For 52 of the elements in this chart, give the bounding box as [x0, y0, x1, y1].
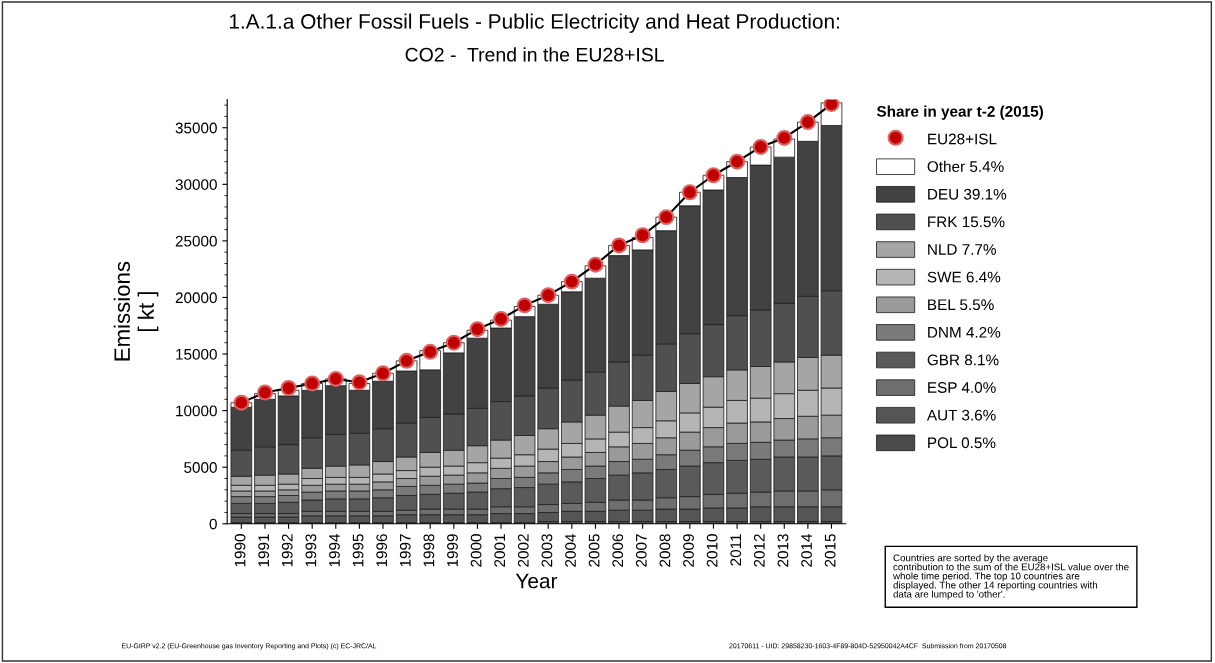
legend-label: NLD 7.7% — [928, 244, 996, 255]
x-axis-title: Year — [515, 573, 558, 589]
x-tick-label: 2013 — [777, 534, 789, 567]
legend-label: EU28+ISL — [928, 133, 997, 145]
y-tick-label: 10000 — [176, 405, 217, 417]
y-tick-label: 15000 — [176, 348, 217, 360]
x-tick-label: 2011 — [730, 534, 742, 566]
legend-label: SWE 6.4% — [927, 271, 1001, 283]
legend-label: ESP 4.0% — [928, 382, 996, 393]
x-tick-label: 2009 — [683, 534, 694, 567]
x-tick-label: 2004 — [565, 533, 576, 567]
legend-label: POL 0.5% — [928, 437, 996, 449]
y-tick-label: 20000 — [175, 292, 217, 304]
x-tick-label: 1994 — [329, 533, 340, 567]
y-tick-label: 5000 — [184, 462, 217, 473]
x-tick-label: 2006 — [612, 534, 624, 567]
x-tick-label: 2000 — [470, 534, 482, 567]
x-tick-label: 2008 — [659, 534, 671, 567]
x-tick-label: 1990 — [234, 534, 246, 567]
x-tick-label: 2005 — [588, 534, 600, 567]
legend-label: BEL 5.5% — [928, 299, 994, 311]
legend-label: DNM 4.2% — [928, 326, 1001, 338]
x-tick-label: 1997 — [399, 534, 411, 567]
x-tick-label: 2014 — [801, 533, 812, 567]
x-tick-label: 2012 — [753, 534, 765, 567]
y-tick-label: 0 — [209, 518, 217, 530]
x-tick-label: 2010 — [706, 534, 718, 567]
x-tick-label: 1995 — [352, 534, 364, 567]
x-tick-label: 2015 — [824, 534, 836, 567]
chart-subtitle: CO2 - Trend in the EU28+ISL — [405, 47, 664, 62]
x-tick-label: 1993 — [305, 534, 317, 567]
text: Countries are sorted by the average contribution to the sum of the EU28+ISL value over the whole time period. The top 10 countries are displayed. The other 14 reporting countries with data are lumped to 'other'. — [893, 554, 1129, 600]
x-tick-label: 2003 — [541, 534, 553, 567]
legend-label: DEU 39.1% — [928, 188, 1007, 200]
x-tick-label: 1998 — [423, 534, 435, 567]
x-tick-label: 1999 — [447, 534, 458, 567]
legend-label: FRK 15.5% — [928, 216, 1005, 228]
legend-label: Other 5.4% — [927, 160, 1004, 173]
y-axis-title: Emissions [ kt ] — [113, 261, 159, 361]
x-tick-label: 1996 — [376, 534, 388, 567]
y-tick-label: 25000 — [175, 235, 217, 247]
legend-title: Share in year t-2 (2015) — [876, 105, 1044, 120]
x-tick-label: 2002 — [517, 534, 529, 567]
legend-label: GBR 8.1% — [927, 354, 999, 366]
x-tick-label: 2007 — [635, 534, 647, 567]
x-tick-label: 1992 — [281, 534, 293, 567]
chart-title: 1.A.1.a Other Fossil Fuels - Public Electricity and Heat Production: — [229, 13, 839, 33]
x-tick-label: 1991 — [258, 534, 270, 567]
x-tick-label: 2001 — [494, 534, 506, 567]
y-tick-label: 35000 — [175, 122, 217, 134]
y-tick-label: 30000 — [175, 179, 217, 190]
legend-label: AUT 3.6% — [926, 409, 996, 421]
